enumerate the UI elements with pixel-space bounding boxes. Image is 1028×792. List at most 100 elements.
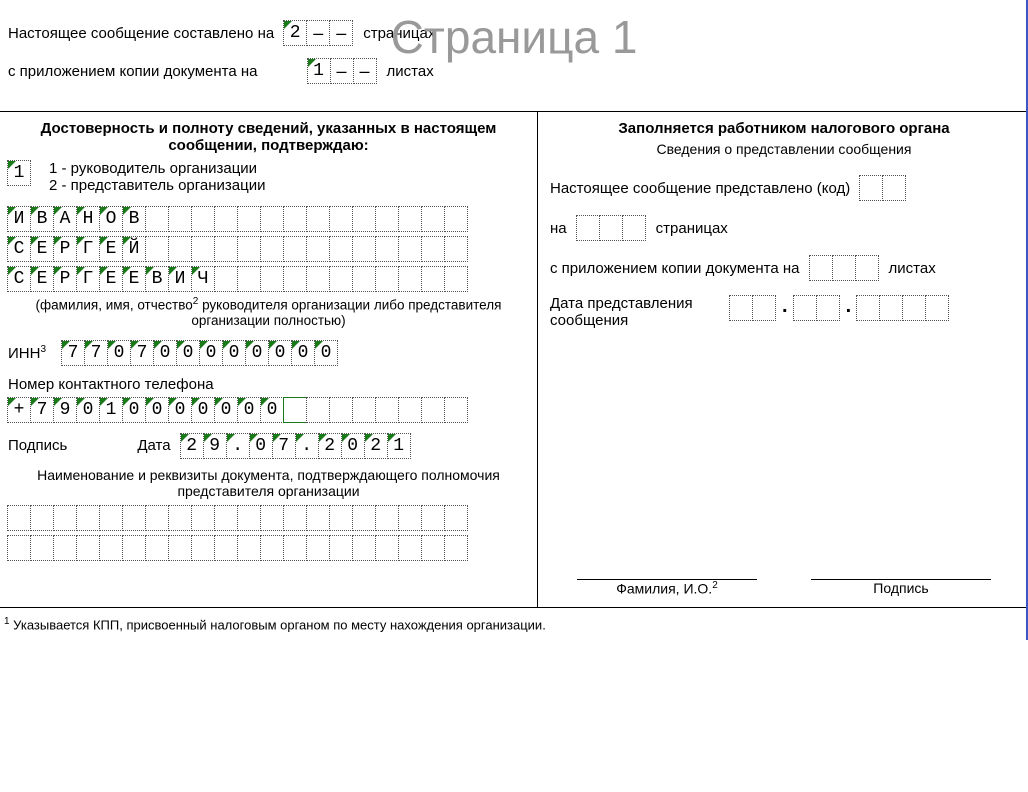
cell[interactable] — [375, 505, 399, 531]
cell[interactable]: О — [99, 206, 123, 232]
cell[interactable] — [306, 206, 330, 232]
cell[interactable]: + — [7, 397, 31, 423]
cell[interactable] — [444, 206, 468, 232]
cell[interactable] — [283, 535, 307, 561]
cell[interactable] — [375, 535, 399, 561]
cell[interactable]: 0 — [214, 397, 238, 423]
cell[interactable] — [30, 505, 54, 531]
cell[interactable]: 0 — [341, 433, 365, 459]
cell[interactable]: Е — [99, 236, 123, 262]
cell[interactable]: 0 — [314, 340, 338, 366]
doc-row-1[interactable] — [8, 505, 468, 531]
cell[interactable]: – — [329, 20, 353, 46]
cell[interactable] — [421, 236, 445, 262]
cell[interactable]: 7 — [30, 397, 54, 423]
cell[interactable] — [444, 266, 468, 292]
cell[interactable] — [122, 535, 146, 561]
cell[interactable] — [398, 535, 422, 561]
cell[interactable] — [191, 236, 215, 262]
cell[interactable]: Р — [53, 236, 77, 262]
cell[interactable] — [375, 397, 399, 423]
cell[interactable] — [168, 505, 192, 531]
cell[interactable]: 0 — [168, 397, 192, 423]
cell[interactable]: А — [53, 206, 77, 232]
surname-cells[interactable]: ИВАНОВ — [8, 206, 468, 232]
cell[interactable] — [329, 206, 353, 232]
cell[interactable]: Е — [99, 266, 123, 292]
cell[interactable] — [99, 535, 123, 561]
cell[interactable]: 7 — [272, 433, 296, 459]
phone-cells[interactable]: +79010000000 — [8, 397, 468, 423]
cell[interactable]: В — [145, 266, 169, 292]
cell[interactable] — [329, 266, 353, 292]
cell[interactable]: Ч — [191, 266, 215, 292]
cell[interactable]: 0 — [260, 397, 284, 423]
cell[interactable]: С — [7, 266, 31, 292]
cell[interactable] — [122, 505, 146, 531]
cell[interactable] — [237, 206, 261, 232]
cell[interactable] — [352, 535, 376, 561]
cell[interactable] — [421, 505, 445, 531]
cell[interactable] — [99, 505, 123, 531]
date-cells[interactable]: 29.07.2021 — [181, 433, 411, 459]
cell[interactable]: 2 — [364, 433, 388, 459]
cell[interactable] — [398, 505, 422, 531]
cell[interactable]: 2 — [318, 433, 342, 459]
cell[interactable] — [444, 397, 468, 423]
cell[interactable] — [398, 206, 422, 232]
cell[interactable] — [421, 397, 445, 423]
cell[interactable]: 1 — [99, 397, 123, 423]
cell[interactable]: 2 — [283, 20, 307, 46]
cell[interactable]: 0 — [199, 340, 223, 366]
cell[interactable] — [444, 505, 468, 531]
cell[interactable] — [329, 535, 353, 561]
cell[interactable] — [7, 535, 31, 561]
cell[interactable]: 9 — [203, 433, 227, 459]
cell[interactable]: – — [353, 58, 377, 84]
cell[interactable] — [168, 236, 192, 262]
cell[interactable]: 0 — [245, 340, 269, 366]
cell[interactable] — [53, 535, 77, 561]
cell[interactable] — [30, 535, 54, 561]
cell[interactable]: Р — [53, 266, 77, 292]
cell[interactable] — [329, 397, 353, 423]
cell[interactable]: Г — [76, 236, 100, 262]
cell[interactable] — [168, 206, 192, 232]
cell[interactable] — [214, 206, 238, 232]
cell[interactable] — [7, 505, 31, 531]
cell[interactable] — [214, 535, 238, 561]
cell[interactable] — [283, 505, 307, 531]
cell[interactable] — [352, 266, 376, 292]
cell[interactable] — [260, 206, 284, 232]
cell[interactable] — [237, 236, 261, 262]
cell[interactable]: 0 — [145, 397, 169, 423]
cell[interactable]: 0 — [222, 340, 246, 366]
role-cell[interactable]: 1 — [7, 160, 31, 186]
cell[interactable]: 9 — [53, 397, 77, 423]
cell[interactable] — [306, 236, 330, 262]
cell[interactable] — [191, 505, 215, 531]
cell[interactable] — [306, 535, 330, 561]
pages-cells[interactable]: 2–– — [284, 20, 353, 46]
cell[interactable]: 0 — [122, 397, 146, 423]
cell[interactable] — [375, 236, 399, 262]
cell[interactable]: 1 — [307, 58, 331, 84]
cell[interactable] — [145, 236, 169, 262]
cell[interactable] — [398, 236, 422, 262]
cell[interactable]: Г — [76, 266, 100, 292]
cell[interactable]: С — [7, 236, 31, 262]
cell[interactable] — [352, 397, 376, 423]
cell[interactable] — [145, 505, 169, 531]
cell[interactable] — [283, 236, 307, 262]
cell[interactable]: В — [122, 206, 146, 232]
cell[interactable] — [283, 266, 307, 292]
cell[interactable]: 0 — [107, 340, 131, 366]
cell[interactable] — [375, 266, 399, 292]
cell[interactable]: Н — [76, 206, 100, 232]
cell[interactable] — [260, 236, 284, 262]
cell[interactable] — [191, 535, 215, 561]
cell[interactable]: – — [330, 58, 354, 84]
cell[interactable] — [53, 505, 77, 531]
cell[interactable] — [398, 266, 422, 292]
cell[interactable]: 0 — [249, 433, 273, 459]
